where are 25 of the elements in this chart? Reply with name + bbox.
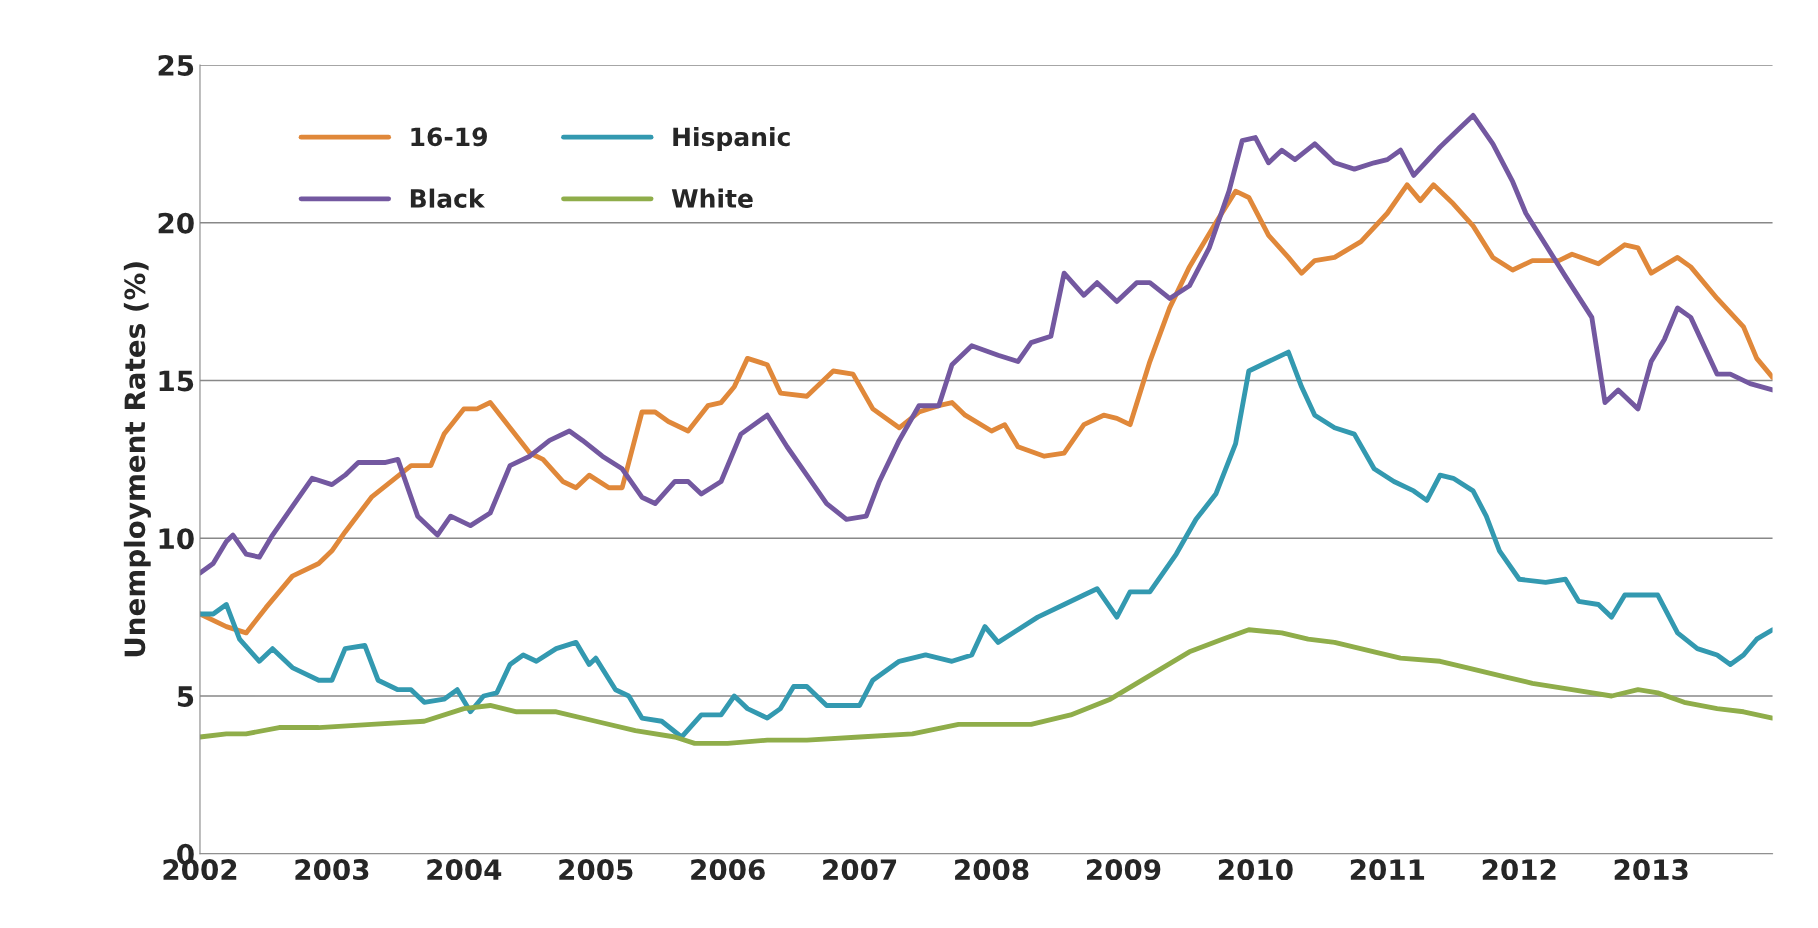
legend-label: 16-19 bbox=[411, 127, 487, 147]
line-series bbox=[199, 627, 1773, 746]
legend-label: Hispanic bbox=[673, 126, 790, 152]
x-tick-label: 2005 bbox=[559, 859, 633, 881]
y-axis-title: Unemployment Rates (%) bbox=[123, 262, 151, 657]
x-tick-label: 2013 bbox=[1614, 859, 1688, 881]
y-tick-label: 10 bbox=[159, 528, 194, 550]
y-tick-label: 20 bbox=[158, 212, 194, 234]
x-tick-label: 2010 bbox=[1218, 859, 1293, 881]
x-tick-label: 2004 bbox=[427, 859, 502, 881]
line-series bbox=[199, 113, 1773, 576]
line-series bbox=[199, 349, 1773, 740]
x-tick-label: 2003 bbox=[295, 859, 369, 881]
x-tick-label: 2008 bbox=[955, 859, 1029, 881]
y-tick-label: 25 bbox=[158, 54, 194, 76]
x-tick-label: 2012 bbox=[1482, 859, 1556, 881]
y-tick-label: 15 bbox=[159, 370, 194, 392]
y-tick-label: 5 bbox=[177, 686, 194, 707]
x-tick-label: 2011 bbox=[1350, 859, 1425, 881]
line-series bbox=[199, 182, 1773, 636]
x-tick-label: 2006 bbox=[691, 859, 765, 881]
x-tick-label: 2009 bbox=[1087, 859, 1161, 881]
legend-label: Black bbox=[410, 188, 486, 208]
x-tick-label: 2007 bbox=[823, 859, 897, 881]
legend-label: White bbox=[671, 188, 753, 208]
